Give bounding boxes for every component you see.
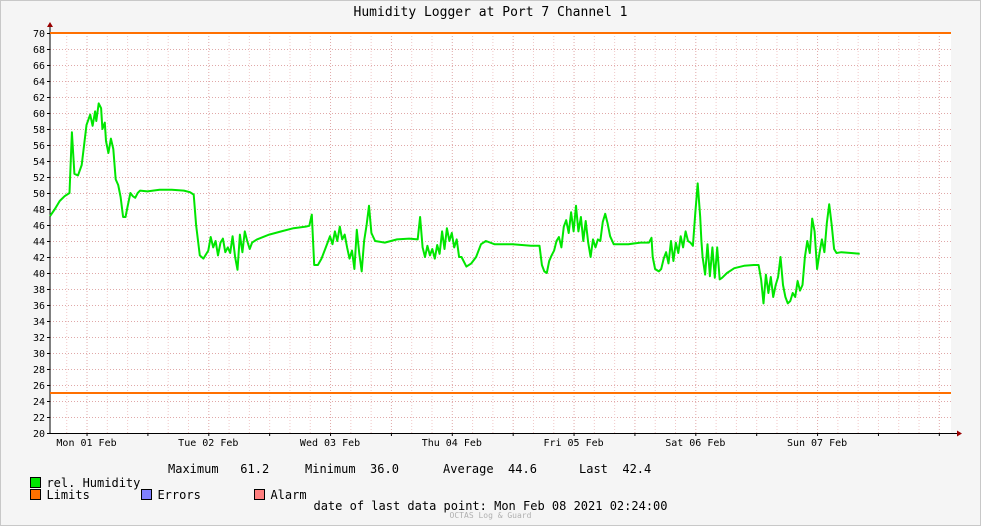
stat-average-label: Average: [443, 462, 494, 476]
y-tick-label: 46: [33, 221, 45, 232]
y-tick-label: 42: [33, 253, 45, 264]
stat-last: Last 42.4: [579, 462, 651, 476]
y-tick-label: 38: [33, 285, 45, 296]
y-tick-label: 36: [33, 301, 45, 312]
y-tick-label: 20: [33, 429, 45, 440]
y-tick-label: 30: [33, 349, 45, 360]
last-data-point: date of last data point: Mon Feb 08 2021…: [0, 499, 981, 513]
legend-limits: Limits: [16, 474, 90, 502]
y-tick-label: 34: [33, 317, 45, 328]
stat-minimum-label: Minimum: [305, 462, 356, 476]
stat-maximum: Maximum 61.2: [168, 462, 269, 476]
legend-limits-label: Limits: [46, 488, 90, 502]
chart-title: Humidity Logger at Port 7 Channel 1: [353, 5, 628, 20]
y-tick-label: 40: [33, 269, 45, 280]
legend-humidity: rel. Humidity: [16, 462, 140, 490]
y-tick-label: 68: [33, 45, 45, 56]
y-tick-label: 22: [33, 413, 45, 424]
last-data-point-label: date of last data point:: [313, 499, 487, 513]
legend-humidity-label: rel. Humidity: [46, 476, 141, 490]
stat-maximum-label: Maximum: [168, 462, 219, 476]
x-tick-label: Mon 01 Feb: [56, 438, 116, 449]
plot-area: [50, 33, 951, 433]
x-tick-label: Thu 04 Feb: [422, 438, 482, 449]
y-tick-label: 24: [33, 397, 45, 408]
stat-minimum: Minimum 36.0: [305, 462, 399, 476]
y-tick-label: 52: [33, 173, 45, 184]
x-axis-arrow: [957, 430, 962, 437]
legend-errors-label: Errors: [157, 488, 201, 502]
credit: OCTAS Log & Guard: [449, 511, 532, 520]
x-tick-label: Sun 07 Feb: [787, 438, 847, 449]
y-tick-label: 26: [33, 381, 45, 392]
x-tick-label: Wed 03 Feb: [300, 438, 360, 449]
y-tick-label: 54: [33, 157, 45, 168]
y-tick-label: 48: [33, 205, 45, 216]
stat-average-value: 44.6: [508, 462, 537, 476]
alarm-swatch: [254, 489, 266, 500]
y-tick-label: 64: [33, 77, 45, 88]
limits-swatch: [30, 489, 42, 500]
y-tick-label: 44: [33, 237, 45, 248]
y-tick-label: 62: [33, 93, 45, 104]
y-tick-label: 70: [33, 29, 45, 40]
y-tick-label: 32: [33, 333, 45, 344]
humidity-series-line: [49, 102, 860, 305]
humidity-swatch: [30, 477, 42, 488]
y-tick-label: 28: [33, 365, 45, 376]
legend-errors: Errors: [127, 474, 201, 502]
y-tick-label: 56: [33, 141, 45, 152]
x-tick-label: Fri 05 Feb: [543, 438, 603, 449]
y-axis-arrow: [47, 22, 53, 27]
y-tick-label: 66: [33, 61, 45, 72]
stat-minimum-value: 36.0: [370, 462, 399, 476]
x-tick-label: Sat 06 Feb: [665, 438, 725, 449]
last-data-point-value: Mon Feb 08 2021 02:24:00: [494, 499, 668, 513]
x-tick-label: Tue 02 Feb: [178, 438, 238, 449]
stat-average: Average 44.6: [443, 462, 537, 476]
stat-last-label: Last: [579, 462, 608, 476]
errors-swatch: [141, 489, 153, 500]
y-tick-label: 60: [33, 109, 45, 120]
stat-maximum-value: 61.2: [240, 462, 270, 476]
stat-last-value: 42.4: [622, 462, 652, 476]
legend-alarm: Alarm: [240, 474, 307, 502]
legend-alarm-label: Alarm: [270, 488, 307, 502]
y-tick-label: 58: [33, 125, 45, 136]
y-tick-label: 50: [33, 189, 45, 200]
